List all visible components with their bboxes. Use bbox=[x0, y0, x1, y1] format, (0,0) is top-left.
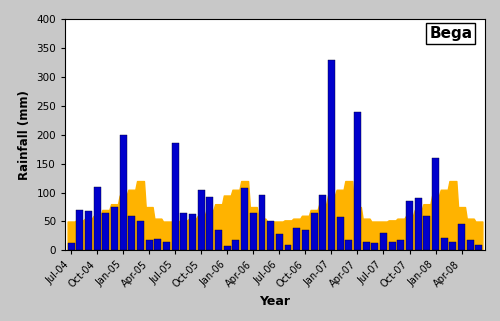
Bar bbox=[328, 60, 335, 250]
Bar bbox=[94, 187, 100, 250]
Bar bbox=[232, 240, 239, 250]
Bar bbox=[406, 201, 413, 250]
Bar bbox=[284, 245, 292, 250]
Bar bbox=[85, 211, 92, 250]
Bar bbox=[346, 240, 352, 250]
Bar bbox=[467, 240, 473, 250]
Bar bbox=[189, 214, 196, 250]
Bar bbox=[172, 143, 178, 250]
Bar bbox=[224, 246, 230, 250]
Bar bbox=[206, 197, 214, 250]
Bar bbox=[198, 190, 204, 250]
Text: Bega: Bega bbox=[430, 26, 472, 41]
Bar bbox=[354, 112, 361, 250]
Bar bbox=[450, 242, 456, 250]
Bar bbox=[414, 198, 422, 250]
Bar bbox=[424, 216, 430, 250]
Bar bbox=[241, 188, 248, 250]
Bar bbox=[398, 240, 404, 250]
Bar bbox=[302, 230, 309, 250]
Bar bbox=[440, 238, 448, 250]
Bar bbox=[362, 242, 370, 250]
Bar bbox=[154, 239, 162, 250]
Bar bbox=[68, 243, 74, 250]
Bar bbox=[102, 213, 110, 250]
Bar bbox=[336, 217, 344, 250]
Bar bbox=[388, 242, 396, 250]
Bar bbox=[320, 195, 326, 250]
Bar bbox=[310, 213, 318, 250]
Y-axis label: Rainfall (mm): Rainfall (mm) bbox=[18, 90, 30, 180]
Bar bbox=[120, 135, 126, 250]
Bar bbox=[276, 234, 283, 250]
Bar bbox=[372, 243, 378, 250]
Bar bbox=[111, 207, 118, 250]
Bar bbox=[215, 230, 222, 250]
Bar bbox=[76, 210, 83, 250]
X-axis label: Year: Year bbox=[260, 295, 290, 308]
Bar bbox=[250, 213, 257, 250]
Bar bbox=[432, 158, 439, 250]
Bar bbox=[146, 240, 152, 250]
Bar bbox=[128, 216, 136, 250]
Bar bbox=[267, 221, 274, 250]
Bar bbox=[380, 233, 387, 250]
Bar bbox=[163, 242, 170, 250]
Bar bbox=[137, 221, 144, 250]
Bar bbox=[258, 195, 266, 250]
Bar bbox=[476, 245, 482, 250]
Bar bbox=[180, 213, 188, 250]
Bar bbox=[293, 229, 300, 250]
Bar bbox=[458, 224, 465, 250]
